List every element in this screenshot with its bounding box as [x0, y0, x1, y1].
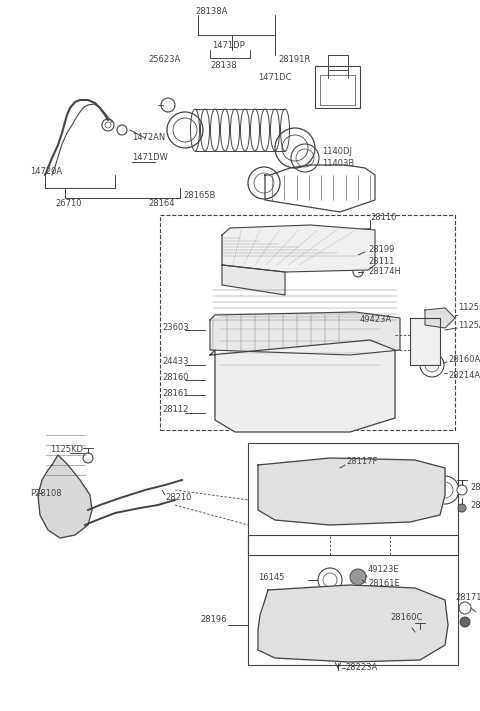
- Text: 28161: 28161: [162, 388, 189, 397]
- Text: 28161E: 28161E: [470, 501, 480, 510]
- Text: 28112: 28112: [162, 405, 188, 415]
- Text: 28165B: 28165B: [183, 191, 216, 200]
- Text: 1471DP: 1471DP: [212, 41, 245, 50]
- Text: 28160C: 28160C: [470, 483, 480, 493]
- Circle shape: [331, 481, 349, 499]
- Text: 28223A: 28223A: [345, 663, 377, 673]
- Text: 28164: 28164: [148, 198, 175, 208]
- Text: 16145: 16145: [258, 572, 284, 582]
- Bar: [248, 443, 458, 555]
- Text: 1125AD: 1125AD: [458, 321, 480, 329]
- Text: 28160C: 28160C: [390, 614, 422, 623]
- Text: 28174H: 28174H: [368, 267, 401, 277]
- Text: 1125DA: 1125DA: [458, 304, 480, 313]
- Text: 25623A: 25623A: [148, 55, 180, 65]
- Polygon shape: [210, 340, 395, 432]
- Text: 11403B: 11403B: [322, 159, 354, 168]
- Text: 28161E: 28161E: [368, 579, 400, 589]
- Polygon shape: [258, 458, 445, 525]
- Text: 28117F: 28117F: [346, 457, 377, 466]
- Text: 28191R: 28191R: [278, 55, 310, 65]
- Text: 1471DC: 1471DC: [258, 73, 291, 82]
- Text: 26710: 26710: [55, 198, 82, 208]
- Text: 28160A: 28160A: [448, 356, 480, 365]
- Text: 28110: 28110: [370, 213, 396, 223]
- Text: 28199: 28199: [368, 245, 395, 255]
- Bar: [160, 215, 455, 430]
- Circle shape: [83, 453, 93, 463]
- Circle shape: [260, 375, 270, 385]
- Text: 28138A: 28138A: [196, 8, 228, 16]
- Text: 14720A: 14720A: [30, 168, 62, 176]
- Circle shape: [460, 617, 470, 627]
- Circle shape: [458, 504, 466, 512]
- Text: 1140DJ: 1140DJ: [322, 147, 352, 156]
- Polygon shape: [38, 455, 92, 538]
- Text: 49123E: 49123E: [368, 565, 400, 574]
- Text: 28171E: 28171E: [455, 594, 480, 602]
- Text: 1472AN: 1472AN: [132, 134, 165, 142]
- Text: 28160: 28160: [162, 373, 189, 383]
- Bar: [328, 55, 348, 70]
- Text: 28210: 28210: [165, 493, 192, 503]
- Polygon shape: [210, 312, 400, 355]
- Text: 1125KD: 1125KD: [50, 446, 83, 454]
- Circle shape: [350, 569, 366, 585]
- Polygon shape: [258, 585, 448, 662]
- Text: 24433: 24433: [162, 358, 189, 366]
- Circle shape: [459, 602, 471, 614]
- Bar: [248, 535, 458, 665]
- Text: 28111: 28111: [368, 257, 395, 267]
- Text: 28138: 28138: [210, 60, 237, 70]
- Text: 28196: 28196: [200, 616, 227, 624]
- Text: P28108: P28108: [30, 488, 61, 498]
- Bar: [315, 66, 360, 108]
- Text: 49423A: 49423A: [360, 316, 392, 324]
- Bar: [320, 75, 355, 105]
- Circle shape: [259, 359, 271, 371]
- Polygon shape: [425, 308, 455, 328]
- Text: 1471DW: 1471DW: [132, 154, 168, 163]
- Circle shape: [457, 485, 467, 495]
- Text: 28214A: 28214A: [448, 370, 480, 380]
- Polygon shape: [222, 225, 375, 272]
- Polygon shape: [222, 265, 285, 295]
- Circle shape: [414, 629, 426, 641]
- Text: 23603: 23603: [162, 324, 189, 333]
- Circle shape: [261, 391, 269, 399]
- Polygon shape: [410, 318, 440, 365]
